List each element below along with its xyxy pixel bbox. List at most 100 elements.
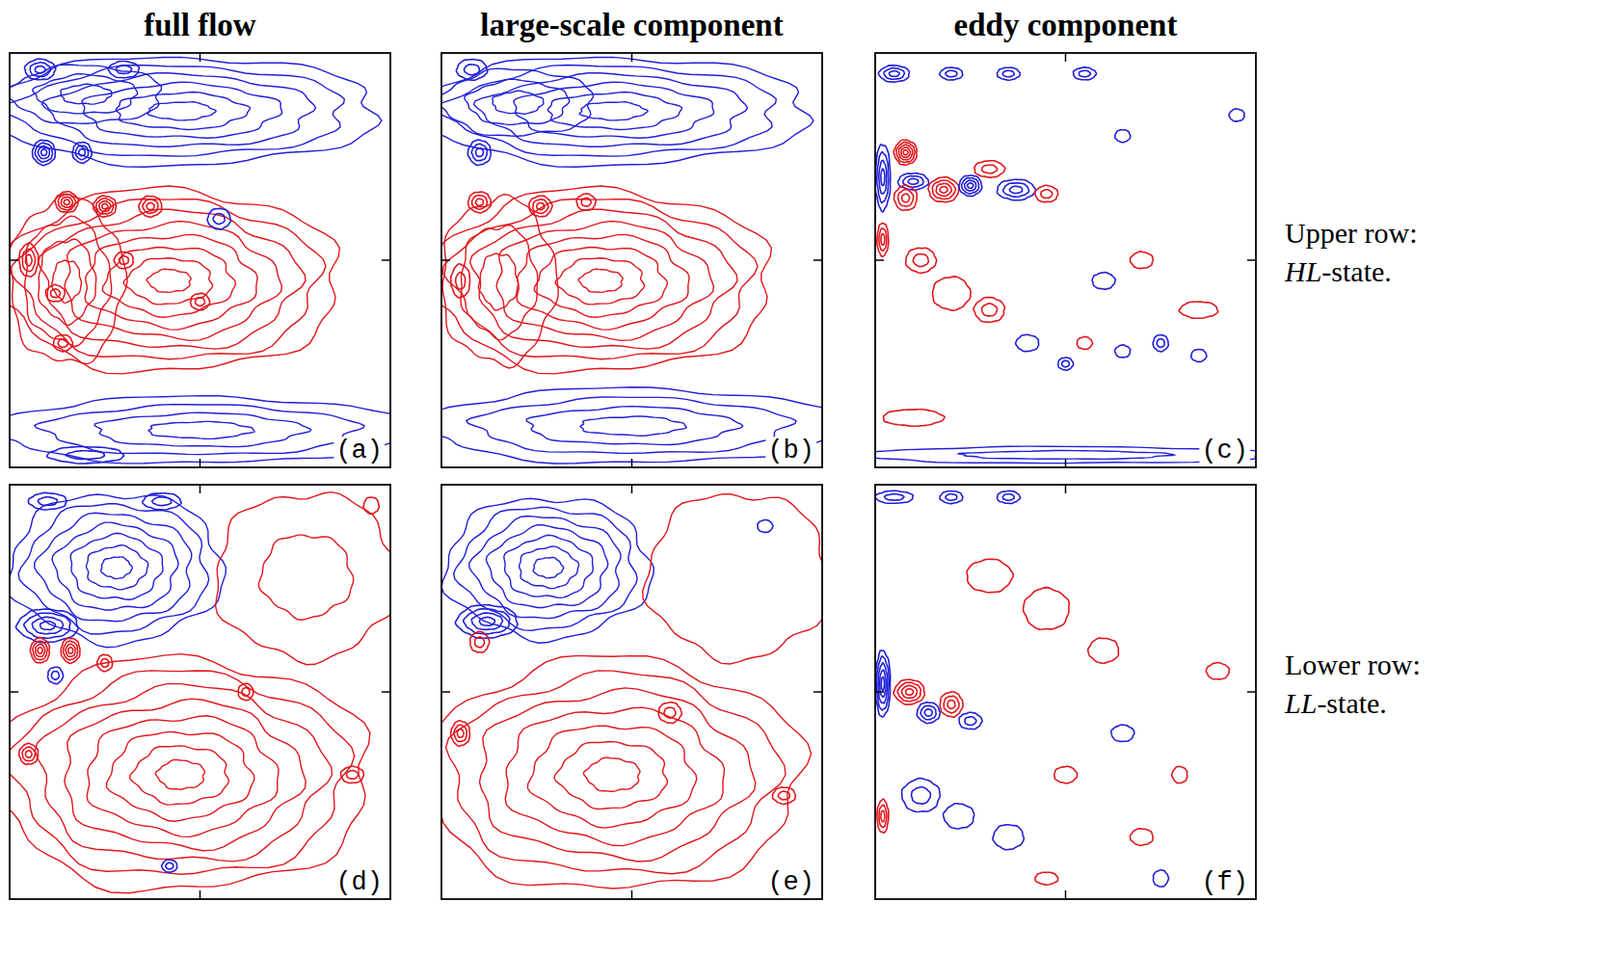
contour-feature: [19, 743, 39, 765]
contours: [9, 492, 391, 894]
contour-feature: [60, 638, 80, 664]
contour-line: [875, 144, 891, 213]
contour-line: [26, 254, 33, 267]
contour-line: [37, 497, 57, 507]
contour-line: [24, 613, 71, 639]
panel-title: eddy component: [954, 7, 1178, 43]
tick: [875, 691, 884, 694]
contour-line: [238, 683, 254, 700]
contour-feature: [19, 242, 39, 277]
contour-line: [961, 178, 980, 194]
contour-line: [32, 139, 56, 165]
contour-line: [933, 276, 972, 311]
contour-line: [964, 717, 977, 726]
contour-line: [455, 59, 487, 81]
contour-line: [341, 766, 365, 784]
contour-line: [480, 616, 496, 626]
contour-line: [9, 494, 226, 648]
contour-feature: [72, 142, 92, 164]
contour-line: [879, 160, 887, 194]
contour-line: [93, 195, 117, 217]
contour-line: [533, 558, 564, 579]
contour-line: [982, 303, 998, 317]
contour-line: [70, 533, 163, 600]
contour-line: [879, 804, 887, 827]
contour-feature: [893, 679, 925, 705]
contour-line: [40, 621, 56, 631]
contour-line: [982, 164, 998, 174]
contour-line: [902, 685, 918, 698]
contour-feature: [1058, 357, 1074, 371]
contour-line: [1205, 663, 1229, 680]
contour-feature: [893, 139, 917, 165]
contour-line: [60, 638, 80, 664]
contour-line: [9, 186, 340, 374]
contour-feature: [894, 185, 918, 211]
contour-feature: [451, 720, 471, 747]
contour-line: [455, 272, 466, 291]
contour-feature: [997, 179, 1037, 201]
contour-line: [57, 194, 76, 211]
contour-line: [664, 707, 676, 719]
contour-line: [576, 193, 596, 211]
contour-feature: [32, 139, 56, 165]
contour-line: [79, 149, 86, 157]
contour-line: [446, 670, 786, 875]
contour-line: [875, 650, 891, 718]
contour-line: [454, 605, 518, 640]
contour-line: [878, 663, 888, 704]
contour-line: [1062, 360, 1070, 368]
contour-feature: [642, 494, 823, 665]
contour-feature: [898, 173, 930, 191]
contour-line: [152, 497, 172, 507]
contour-line: [213, 213, 225, 225]
contour-feature: [441, 387, 823, 464]
contour-line: [1088, 638, 1120, 664]
contour-line: [939, 692, 963, 718]
contour-line: [583, 757, 640, 792]
contour-line: [880, 677, 884, 692]
contour-feature: [757, 520, 774, 534]
contour-line: [578, 268, 623, 293]
contour-line: [34, 512, 192, 621]
contour-line: [453, 507, 639, 632]
contour-line: [37, 647, 43, 655]
contour-line: [46, 284, 66, 302]
contour-feature: [997, 67, 1021, 80]
contour-line: [897, 682, 921, 701]
tick: [1247, 691, 1256, 694]
contour-feature: [906, 247, 937, 273]
panel-title: full flow: [143, 7, 257, 43]
contour-feature: [1178, 301, 1219, 319]
contour-line: [258, 534, 353, 620]
contour-line: [906, 247, 937, 273]
contour-line: [470, 209, 738, 349]
contour-line: [11, 199, 327, 360]
contour-line: [1035, 872, 1059, 885]
contour-feature: [1035, 872, 1059, 885]
contour-feature: [113, 252, 134, 269]
row-label: Lower row:: [1284, 648, 1421, 681]
contour-line: [943, 695, 960, 714]
contour-line: [880, 168, 885, 186]
contour-line: [1152, 335, 1169, 352]
contour-line: [907, 178, 919, 185]
contour-feature: [1172, 766, 1188, 783]
tick: [631, 890, 634, 900]
contour-line: [1009, 186, 1022, 193]
contour-feature: [9, 56, 382, 167]
contour-line: [469, 516, 621, 619]
contour-line: [147, 102, 216, 121]
contour-line: [513, 81, 715, 138]
contour-line: [42, 73, 317, 148]
contour-line: [533, 199, 549, 214]
contour-line: [554, 742, 667, 810]
contour-line: [35, 643, 46, 657]
contour-line: [241, 688, 250, 697]
contour-line: [492, 90, 544, 114]
panel: (d): [0, 484, 400, 900]
contour-feature: [875, 490, 913, 504]
contour-line: [967, 183, 974, 188]
contour-feature: [1088, 638, 1120, 664]
contour-line: [32, 74, 138, 114]
